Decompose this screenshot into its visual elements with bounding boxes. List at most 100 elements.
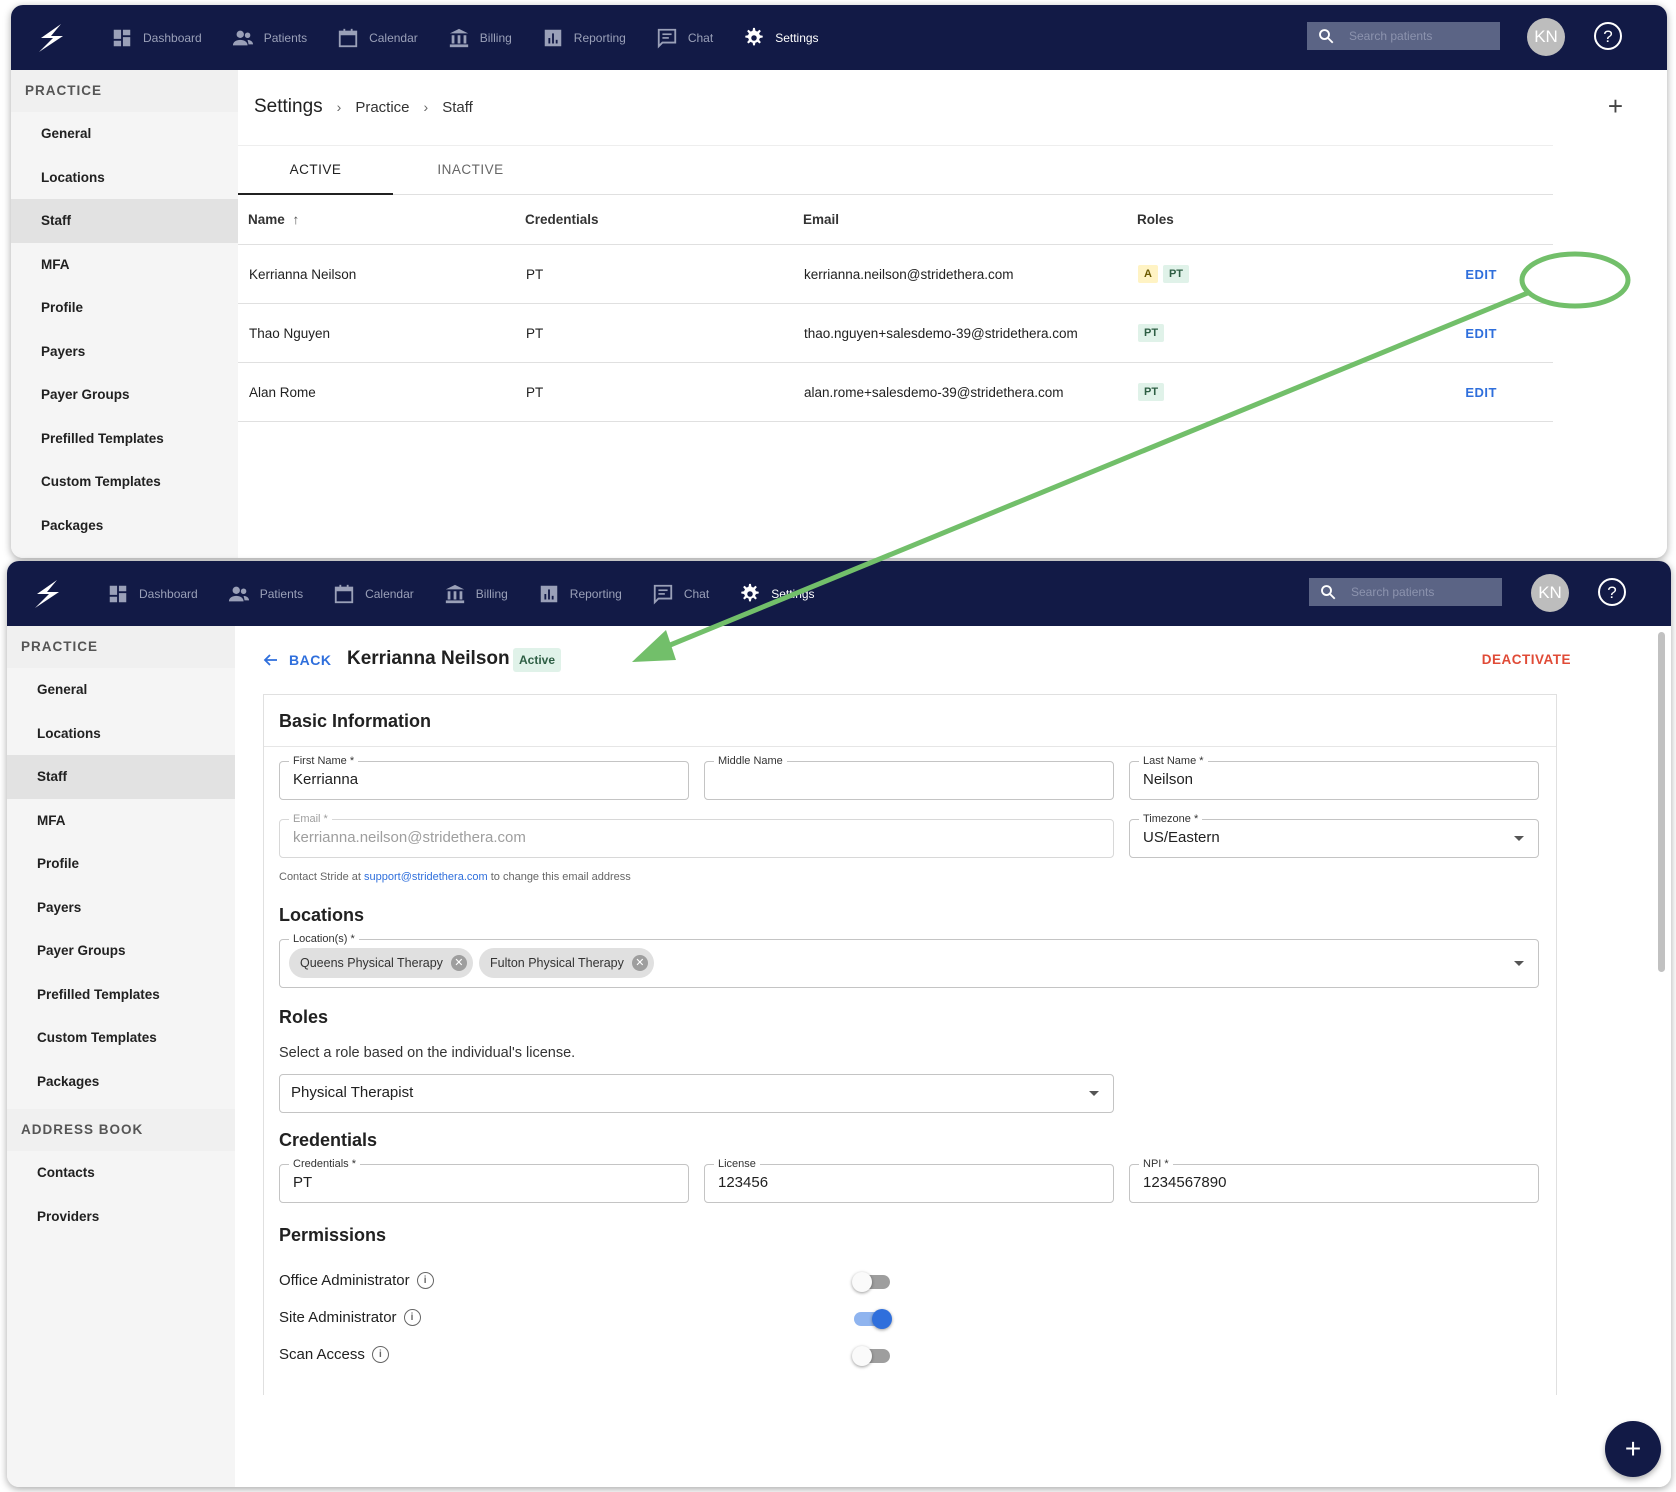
breadcrumb-practice[interactable]: Practice: [355, 98, 410, 116]
remove-chip-icon[interactable]: ✕: [450, 955, 467, 971]
divider: [264, 746, 1556, 747]
nav-billing[interactable]: Billing: [444, 583, 508, 605]
search-input[interactable]: Search patients: [1307, 22, 1500, 50]
nav-dashboard[interactable]: Dashboard: [111, 27, 202, 49]
sidebar-item-custom-templates[interactable]: Custom Templates: [41, 474, 161, 489]
add-staff-button[interactable]: +: [1607, 91, 1623, 121]
license-field[interactable]: License 123456: [704, 1157, 1114, 1203]
info-icon[interactable]: i: [403, 1309, 421, 1326]
section-title-permissions: Permissions: [279, 1225, 387, 1245]
sidebar-item-locations[interactable]: Locations: [37, 725, 101, 741]
sidebar-item-mfa[interactable]: MFA: [41, 256, 70, 272]
column-header-name[interactable]: Name ↑: [238, 194, 515, 245]
sidebar-item-mfa[interactable]: MFA: [37, 812, 66, 828]
credentials-field[interactable]: Credentials * PT: [279, 1157, 689, 1203]
sidebar-header-address-book: ADDRESS BOOK: [7, 1109, 235, 1151]
search-input[interactable]: Search patients: [1309, 578, 1502, 606]
cell-roles: A PT: [1127, 244, 1357, 304]
info-icon[interactable]: i: [416, 1272, 434, 1289]
field-label: License: [714, 1157, 760, 1171]
permission-label: Office Administrator: [279, 1272, 410, 1289]
remove-chip-icon[interactable]: ✕: [631, 955, 648, 971]
sidebar-item-staff[interactable]: Staff: [7, 755, 235, 799]
nav-chat[interactable]: Chat: [656, 27, 713, 49]
help-icon[interactable]: ?: [1593, 21, 1623, 51]
nav-patients[interactable]: Patients: [228, 583, 303, 605]
middle-name-field[interactable]: Middle Name: [704, 754, 1114, 800]
sidebar-item-payers[interactable]: Payers: [41, 343, 86, 359]
sidebar-item-providers[interactable]: Providers: [37, 1208, 100, 1224]
cell-credentials: PT: [515, 362, 793, 422]
nav-patients[interactable]: Patients: [232, 27, 307, 49]
first-name-field[interactable]: First Name * Kerrianna: [279, 754, 689, 800]
gear-icon: [741, 583, 759, 601]
add-fab-button[interactable]: +: [1605, 1421, 1661, 1477]
scan-access-toggle[interactable]: [852, 1346, 890, 1366]
site-administrator-toggle[interactable]: [854, 1309, 892, 1329]
back-button[interactable]: BACK: [263, 652, 331, 668]
staff-form-card: Basic Information First Name * Kerrianna…: [263, 694, 1557, 1395]
toggle-knob: [852, 1272, 872, 1292]
cell-credentials: PT: [515, 303, 793, 363]
edit-button[interactable]: EDIT: [1465, 384, 1497, 400]
locations-select[interactable]: Location(s) * Queens Physical Therapy ✕ …: [279, 932, 1539, 988]
deactivate-button[interactable]: DEACTIVATE: [1481, 652, 1571, 667]
column-header-credentials[interactable]: Credentials: [515, 194, 793, 245]
sidebar-item-packages[interactable]: Packages: [41, 517, 104, 533]
nav-label: Chat: [687, 30, 714, 45]
breadcrumb-settings[interactable]: Settings: [254, 96, 323, 117]
npi-field[interactable]: NPI * 1234567890: [1129, 1157, 1539, 1203]
sidebar-item-general[interactable]: General: [41, 126, 92, 141]
main-nav: Dashboard Patients Calendar Billing Repo…: [107, 561, 845, 626]
table-row: Alan Rome PT alan.rome+salesdemo-39@stri…: [238, 362, 1553, 422]
sidebar-item-contacts[interactable]: Contacts: [37, 1165, 95, 1180]
avatar[interactable]: KN: [1527, 18, 1565, 56]
chip-label: Fulton Physical Therapy: [490, 956, 624, 970]
sidebar-item-profile[interactable]: Profile: [37, 856, 80, 871]
column-header-email[interactable]: Email: [793, 194, 1127, 245]
tab-inactive[interactable]: INACTIVE: [437, 162, 504, 177]
nav-dashboard[interactable]: Dashboard: [107, 583, 198, 605]
stride-logo: [39, 24, 63, 52]
cell-actions: EDIT: [1357, 303, 1553, 363]
sidebar-item-general[interactable]: General: [37, 682, 88, 697]
nav-settings[interactable]: Settings: [743, 27, 819, 49]
sidebar-item-prefilled-templates[interactable]: Prefilled Templates: [37, 986, 160, 1002]
avatar[interactable]: KN: [1531, 574, 1569, 612]
role-select[interactable]: Physical Therapist: [279, 1074, 1114, 1113]
sidebar-item-profile[interactable]: Profile: [41, 300, 84, 315]
column-header-roles[interactable]: Roles: [1127, 194, 1357, 245]
nav-label: Settings: [771, 586, 815, 601]
tab-active[interactable]: ACTIVE: [238, 146, 393, 195]
calendar-icon: [338, 28, 358, 47]
edit-button[interactable]: EDIT: [1465, 266, 1497, 282]
office-administrator-toggle[interactable]: [852, 1272, 890, 1292]
sidebar-item-prefilled-templates[interactable]: Prefilled Templates: [41, 430, 164, 446]
sidebar-item-staff[interactable]: Staff: [11, 199, 238, 243]
timezone-select[interactable]: Timezone * US/Eastern: [1129, 812, 1539, 858]
arrow-up-icon: ↑: [292, 211, 300, 227]
edit-button[interactable]: EDIT: [1465, 325, 1497, 341]
nav-reporting[interactable]: Reporting: [542, 27, 626, 49]
chevron-right-icon: ›: [336, 99, 342, 115]
field-label: NPI *: [1139, 1157, 1173, 1171]
nav-calendar[interactable]: Calendar: [333, 583, 414, 605]
sidebar-item-payer-groups[interactable]: Payer Groups: [37, 943, 126, 958]
sidebar-item-payers[interactable]: Payers: [37, 899, 82, 915]
email-helper-text: Contact Stride at support@stridethera.co…: [279, 871, 631, 883]
last-name-field[interactable]: Last Name * Neilson: [1129, 754, 1539, 800]
sidebar-item-packages[interactable]: Packages: [37, 1073, 100, 1089]
nav-calendar[interactable]: Calendar: [337, 27, 418, 49]
help-icon[interactable]: ?: [1597, 577, 1627, 607]
sidebar-item-custom-templates[interactable]: Custom Templates: [37, 1030, 157, 1045]
sidebar-item-locations[interactable]: Locations: [41, 169, 105, 185]
nav-reporting[interactable]: Reporting: [538, 583, 622, 605]
sidebar-item-payer-groups[interactable]: Payer Groups: [41, 387, 130, 402]
scrollbar[interactable]: [1658, 632, 1665, 972]
support-email-link[interactable]: support@stridethera.com: [364, 871, 488, 883]
nav-chat[interactable]: Chat: [652, 583, 709, 605]
info-icon[interactable]: i: [371, 1346, 389, 1363]
nav-billing[interactable]: Billing: [448, 27, 512, 49]
billing-icon: [445, 584, 464, 603]
nav-settings[interactable]: Settings: [739, 583, 815, 605]
